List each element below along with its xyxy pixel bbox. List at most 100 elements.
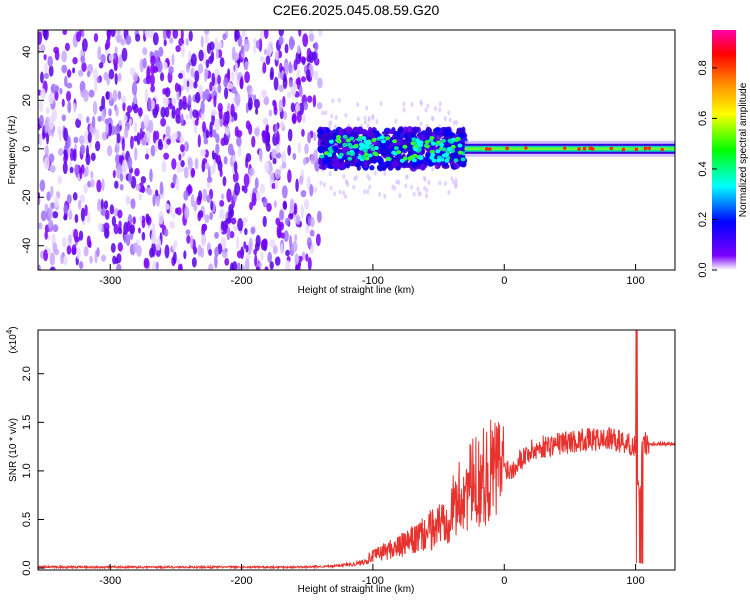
spectrogram-noise-mark: [262, 238, 268, 247]
spectrogram-noise-mark: [239, 76, 244, 90]
spectrogram-noise-mark: [144, 88, 149, 103]
spectrogram-noise-mark: [262, 197, 268, 208]
spectrogram-noise-mark: [88, 89, 95, 98]
snr-series-line: [38, 330, 675, 570]
spectrogram-noise-mark: [101, 95, 106, 110]
spectrogram-band-mark: [344, 126, 353, 134]
carrier-peak-mark: [609, 146, 614, 151]
spectrogram-noise-mark: [94, 140, 101, 152]
spectrogram-noise-mark: [208, 55, 214, 64]
spectrogram-noise-mark: [245, 152, 252, 163]
spectrogram-band-mark: [369, 165, 375, 171]
spectrogram-noise-mark: [172, 212, 176, 219]
spectrogram-noise-mark: [254, 254, 258, 267]
spectrogram-noise-mark: [126, 105, 133, 114]
spectrogram-noise-mark: [172, 251, 177, 264]
spectrogram-halo-mark: [454, 177, 458, 183]
spectrogram-noise-mark: [43, 249, 49, 262]
spectrogram-noise-mark: [154, 140, 160, 152]
spectrogram-halo-mark: [322, 182, 326, 188]
spectrogram-noise-mark: [144, 153, 150, 160]
spectrogram-noise-mark: [77, 199, 82, 210]
spectrogram-noise-mark: [206, 42, 212, 54]
spectrogram-noise-mark: [143, 257, 150, 269]
spectrogram-noise-mark: [274, 256, 281, 266]
colorbar-ticks: 0.0 0.2 0.4 0.6 0.8: [697, 60, 717, 278]
spectrogram-noise-mark: [293, 59, 298, 71]
spectrogram-noise-mark: [172, 243, 177, 251]
spectrogram-noise-mark: [149, 168, 153, 183]
spectrogram-noise-mark: [292, 152, 297, 160]
spectrogram-band-mark: [331, 129, 339, 137]
spectrogram-noise-mark: [261, 89, 267, 99]
spectrogram-noise-mark: [273, 200, 277, 209]
spectrogram-noise-mark: [145, 213, 150, 224]
spectrogram-noise-mark: [109, 204, 115, 215]
spectrogram-noise-mark: [124, 125, 129, 139]
spectrogram-halo-mark: [356, 116, 360, 122]
spectrogram-peak-mark: [345, 138, 351, 143]
spectrogram-noise-mark: [114, 73, 118, 85]
spectrogram-noise-mark: [291, 112, 297, 125]
spectrogram-halo-mark: [373, 170, 377, 176]
spectrogram-noise-mark: [307, 215, 311, 227]
spectrogram-noise-mark: [262, 215, 267, 228]
spectrogram-noise-mark: [40, 71, 44, 84]
spectrogram-noise-mark: [259, 183, 266, 194]
spectrogram-noise-mark: [233, 111, 238, 122]
spectrogram-noise-mark: [73, 102, 77, 114]
spectrogram-noise-mark: [204, 162, 210, 170]
spectrogram-noise-mark: [130, 176, 137, 189]
spectrogram-noise-mark: [187, 157, 193, 171]
spectrogram-band-mark: [381, 130, 390, 135]
spectrogram-noise-mark: [299, 84, 303, 98]
spectrogram-y-tick-label: 20: [21, 94, 33, 106]
spectrogram-noise-mark: [108, 69, 115, 80]
spectrogram-noise-mark: [158, 211, 164, 225]
spectrogram-band-mark: [322, 157, 330, 165]
spectrogram-noise-mark: [135, 33, 141, 42]
spectrogram-noise-mark: [287, 128, 293, 142]
snr-y-tick-label: 1.5: [21, 415, 33, 430]
spectrogram-noise-mark: [175, 176, 180, 191]
spectrogram-noise-mark: [59, 88, 63, 95]
spectrogram-noise-mark: [142, 57, 147, 69]
spectrogram-noise-mark: [123, 114, 128, 123]
snr-x-ticks: -300 -200 -100 0 100: [99, 564, 645, 587]
spectrogram-noise-mark: [39, 114, 44, 127]
spectrogram-noise-mark: [229, 230, 235, 239]
spectrogram-noise-mark: [100, 198, 104, 211]
spectrogram-noise-mark: [279, 209, 284, 221]
spectrogram-noise-mark: [178, 72, 183, 79]
colorbar: 0.0 0.2 0.4 0.6 0.8 Normalized spectral ampl…: [697, 30, 749, 278]
spectrogram-peak-mark: [356, 137, 362, 142]
spectrogram-peak-mark: [435, 149, 441, 154]
spectrogram-noise-mark: [117, 227, 123, 235]
spectrogram-noise-mark: [148, 119, 154, 133]
spectrogram-halo-mark: [378, 191, 382, 197]
spectrogram-peak-mark: [435, 140, 441, 145]
spectrogram-noise-mark: [83, 246, 89, 257]
spectrogram-noise-mark: [217, 102, 223, 113]
spectrogram-band-mark: [440, 162, 447, 167]
spectrogram-noise-mark: [297, 142, 302, 154]
spectrogram-band-mark: [325, 129, 331, 134]
spectrogram-noise-mark: [54, 85, 60, 92]
spectrogram-noise-mark: [114, 257, 119, 265]
spectrogram-peak-mark: [363, 152, 369, 157]
spectrogram-noise-mark: [67, 234, 73, 247]
spectrogram-noise-mark: [54, 195, 59, 208]
spectrogram-noise-mark: [110, 242, 116, 253]
snr-frame: [37, 329, 676, 571]
colorbar-label: Normalized spectral amplitude: [738, 82, 749, 217]
spectrogram-noise-mark: [255, 234, 261, 247]
spectrogram-noise-mark: [49, 164, 56, 173]
spectrogram-noise-mark: [299, 175, 304, 185]
spectrogram-noise-mark: [138, 193, 143, 201]
spectrogram-noise-mark: [155, 237, 162, 251]
spectrogram-peak-mark: [384, 136, 390, 141]
spectrogram-noise-mark: [73, 228, 79, 240]
spectrogram-band-mark: [405, 126, 414, 134]
spectrogram-halo-mark: [363, 189, 367, 195]
spectrogram-noise-mark: [294, 234, 298, 242]
